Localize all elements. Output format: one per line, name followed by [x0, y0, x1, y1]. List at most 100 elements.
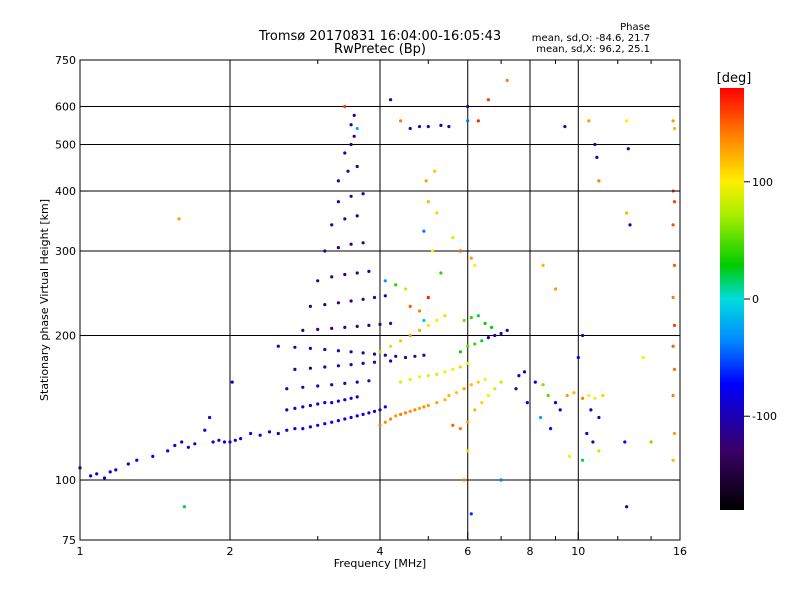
data-point: [355, 395, 359, 399]
data-point: [239, 437, 243, 441]
x-axis-label: Frequency [MHz]: [334, 557, 426, 570]
data-point: [399, 339, 403, 343]
data-point: [422, 405, 426, 409]
data-point: [546, 393, 550, 398]
data-point: [576, 355, 580, 360]
data-point: [672, 126, 677, 131]
data-point: [408, 126, 412, 131]
data-point: [355, 271, 359, 275]
data-point: [585, 431, 589, 436]
data-point: [383, 353, 387, 357]
data-point: [182, 505, 186, 509]
x-tick-label: 2: [227, 545, 234, 558]
data-point: [293, 367, 297, 371]
data-point: [336, 399, 340, 403]
data-point: [499, 478, 503, 482]
data-point: [443, 370, 447, 374]
data-point: [525, 401, 529, 405]
data-point: [352, 113, 356, 117]
data-point: [361, 297, 365, 301]
data-point: [473, 263, 477, 267]
data-point: [372, 360, 377, 364]
data-point: [108, 470, 112, 474]
data-point: [193, 442, 197, 446]
data-point: [208, 415, 212, 420]
data-point: [336, 419, 340, 423]
data-point: [330, 383, 334, 387]
data-point: [323, 401, 327, 405]
data-point: [399, 412, 403, 416]
data-point: [567, 454, 572, 458]
data-point: [361, 192, 365, 196]
data-point: [439, 123, 443, 127]
y-tick-label: 400: [55, 185, 76, 198]
data-point: [469, 256, 473, 260]
data-point: [505, 328, 509, 332]
data-point: [433, 169, 437, 173]
data-point: [389, 417, 393, 421]
data-point: [549, 427, 553, 431]
data-point: [514, 387, 518, 391]
y-tick-label: 600: [55, 101, 76, 114]
data-point: [435, 318, 439, 323]
data-point: [293, 427, 297, 431]
data-point: [177, 217, 181, 221]
data-point: [422, 353, 426, 357]
data-point: [343, 325, 347, 329]
data-point: [422, 229, 426, 233]
data-point: [628, 223, 632, 227]
data-point: [394, 414, 398, 418]
data-point: [349, 299, 353, 303]
data-point: [417, 375, 422, 379]
data-point: [417, 125, 422, 129]
data-point: [336, 200, 340, 204]
y-tick-label: 300: [55, 245, 76, 258]
data-point: [625, 119, 629, 123]
data-point: [426, 295, 430, 300]
data-point: [476, 380, 480, 384]
data-point: [389, 321, 393, 325]
data-point: [389, 359, 393, 363]
data-point: [233, 438, 237, 442]
data-point: [587, 119, 591, 123]
data-point: [581, 333, 585, 338]
y-tick-label: 75: [62, 534, 76, 547]
x-tick-label: 16: [673, 545, 687, 558]
data-point: [451, 423, 455, 427]
data-point: [217, 438, 221, 442]
x-tick-label: 8: [527, 545, 534, 558]
data-point: [378, 350, 382, 354]
data-point: [367, 269, 371, 273]
data-point: [389, 98, 393, 102]
data-point: [301, 427, 305, 431]
data-point: [343, 272, 347, 277]
data-point: [349, 194, 353, 198]
phase-label: Phase: [620, 22, 650, 33]
data-point: [458, 427, 462, 431]
data-point: [173, 443, 177, 448]
data-point: [301, 405, 305, 409]
data-point: [372, 409, 377, 413]
data-point: [399, 380, 403, 384]
data-point: [408, 409, 412, 413]
data-point: [343, 381, 347, 385]
data-point: [336, 349, 340, 353]
data-point: [308, 304, 312, 308]
data-point: [469, 512, 473, 516]
data-point: [403, 287, 408, 291]
data-point: [323, 365, 327, 369]
data-point: [102, 476, 107, 480]
data-point: [323, 347, 327, 352]
data-point: [426, 374, 430, 378]
data-point: [349, 142, 353, 147]
data-point: [151, 454, 155, 458]
data-point: [343, 398, 347, 402]
data-point: [431, 249, 435, 253]
data-point: [426, 200, 430, 204]
data-point: [316, 402, 320, 406]
data-point: [522, 370, 527, 374]
data-point: [466, 449, 470, 453]
data-point: [355, 414, 359, 418]
data-point: [276, 344, 280, 348]
data-point: [180, 440, 184, 444]
